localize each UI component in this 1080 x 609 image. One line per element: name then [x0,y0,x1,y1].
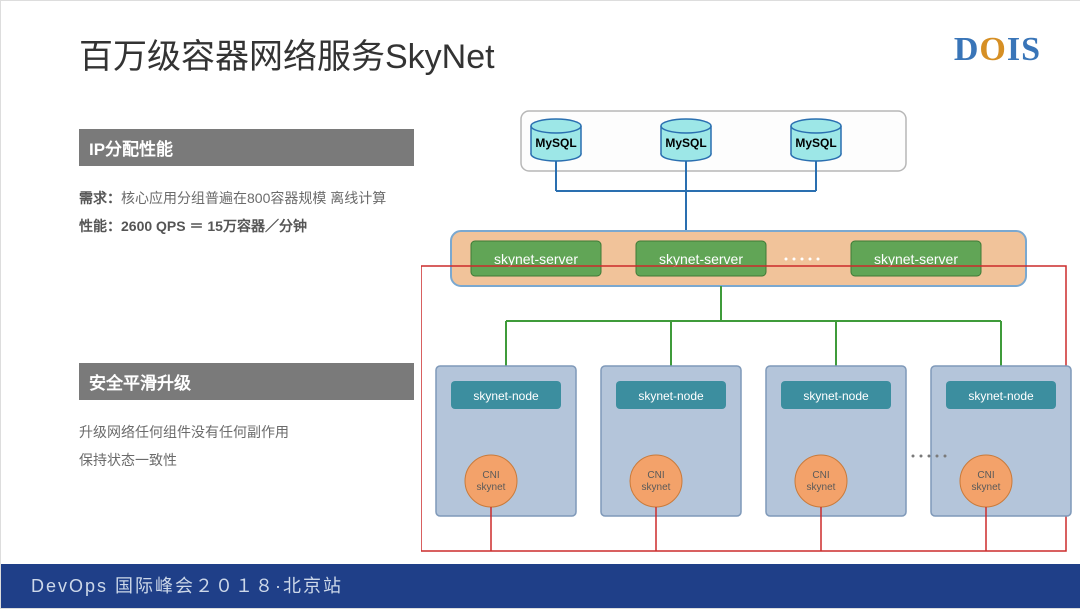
svg-text:CNI: CNI [647,470,664,481]
section1-line1: 需求：核心应用分组普遍在800容器规模 离线计算 [79,184,419,212]
svg-text:skynet: skynet [477,482,506,493]
section-ip-alloc: IP分配性能 需求：核心应用分组普遍在800容器规模 离线计算 性能：2600 … [79,129,419,240]
svg-text:CNI: CNI [812,470,829,481]
section1-line2: 性能：2600 QPS ＝ 15万容器／分钟 [79,212,419,240]
section2-tag: 安全平滑升级 [79,363,414,400]
svg-text:MySQL: MySQL [795,136,836,150]
section2-line1: 升级网络任何组件没有任何副作用 [79,418,419,446]
logo-d: D [954,31,980,68]
svg-text:CNI: CNI [482,470,499,481]
svg-text:skynet: skynet [642,482,671,493]
svg-text:skynet-node: skynet-node [473,389,539,403]
logo-i: I [1007,31,1021,68]
svg-text:CNI: CNI [977,470,994,481]
architecture-diagram: MySQL MySQL MySQL skynet-server skynet-serve… [421,106,1080,566]
svg-text:skynet-server: skynet-server [659,251,743,267]
section2-line2: 保持状态一致性 [79,446,419,474]
logo: DOIS [954,31,1041,69]
svg-text:MySQL: MySQL [665,136,706,150]
logo-o: O [979,31,1006,68]
logo-s: S [1021,31,1041,68]
svg-text:skynet-node: skynet-node [803,389,869,403]
svg-text:MySQL: MySQL [535,136,576,150]
svg-text:skynet: skynet [807,482,836,493]
page-title: 百万级容器网络服务SkyNet [79,29,495,78]
section-upgrade: 安全平滑升级 升级网络任何组件没有任何副作用 保持状态一致性 [79,363,419,474]
svg-text:skynet-server: skynet-server [494,251,578,267]
svg-text:skynet-node: skynet-node [638,389,704,403]
svg-text:skynet: skynet [972,482,1001,493]
footer: DevOps 国际峰会２０１８·北京站 [1,564,1080,608]
svg-text:skynet-server: skynet-server [874,251,958,267]
section1-tag: IP分配性能 [79,129,414,166]
svg-text:skynet-node: skynet-node [968,389,1034,403]
